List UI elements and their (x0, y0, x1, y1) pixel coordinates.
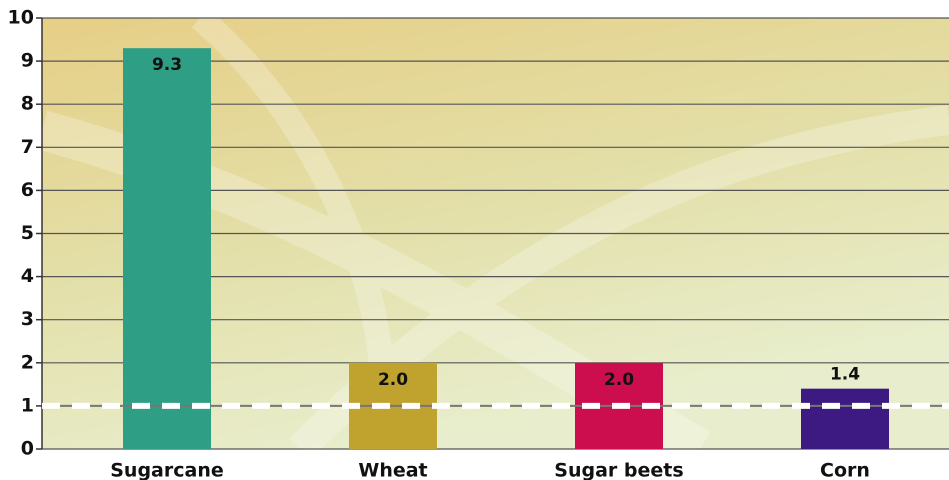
y-tick-label: 4 (21, 265, 34, 287)
y-tick-label: 8 (21, 93, 34, 115)
y-tick-label: 10 (8, 7, 34, 29)
value-label: 1.4 (830, 365, 860, 385)
y-tick-label: 2 (21, 351, 34, 373)
bar (801, 388, 889, 449)
x-tick-label: Wheat (358, 460, 427, 480)
y-tick-label: 9 (21, 50, 34, 72)
x-tick-label: Corn (820, 460, 870, 480)
x-tick-label: Sugarcane (110, 460, 224, 480)
y-tick-label: 3 (21, 308, 34, 330)
y-tick-label: 7 (21, 136, 34, 158)
y-tick-label: 0 (21, 438, 34, 460)
value-label: 9.3 (152, 55, 182, 75)
value-label: 2.0 (378, 370, 408, 390)
value-label: 2.0 (604, 370, 634, 390)
bar (123, 48, 211, 450)
x-tick-label: Sugar beets (554, 460, 683, 480)
y-tick-label: 5 (21, 222, 34, 244)
y-tick-label: 1 (21, 394, 34, 416)
y-tick-label: 6 (21, 179, 34, 201)
